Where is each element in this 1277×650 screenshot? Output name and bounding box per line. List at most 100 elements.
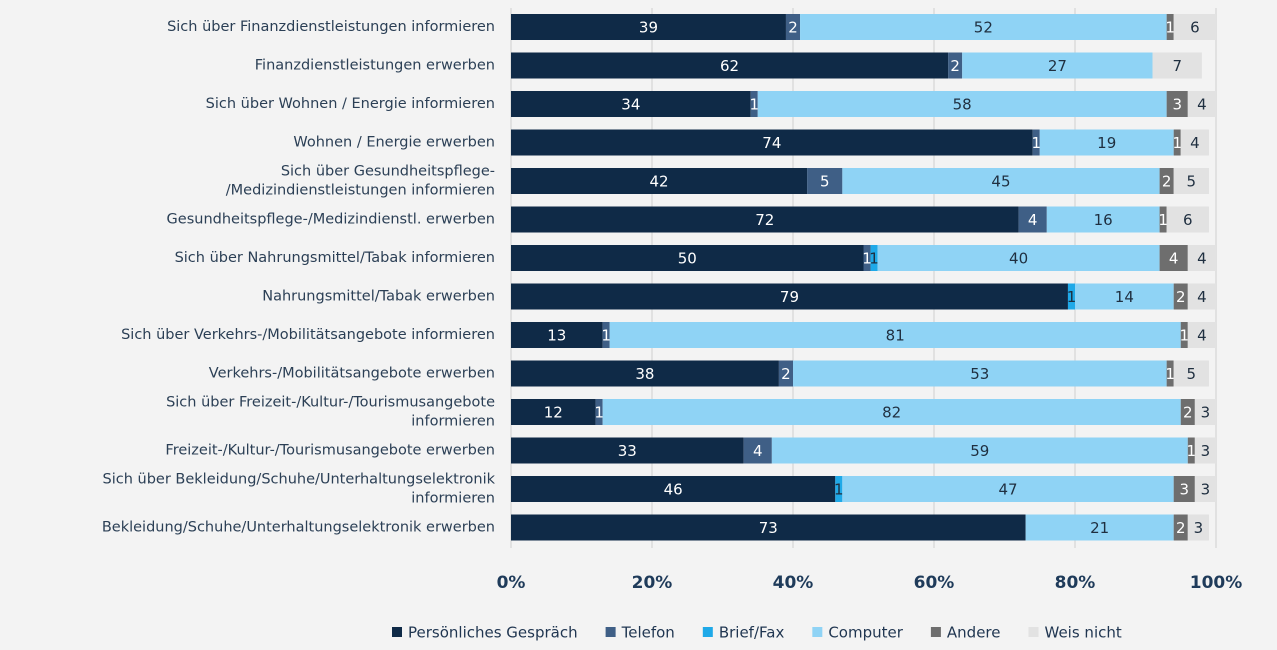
- legend-swatch: [392, 627, 402, 637]
- data-label: 33: [618, 442, 637, 460]
- bar-segment: [595, 399, 603, 425]
- data-label: 21: [1090, 519, 1109, 537]
- bar-segment: [807, 168, 843, 194]
- bar-segment: [757, 91, 1167, 117]
- bar-segment: [511, 52, 949, 79]
- data-label: 42: [650, 173, 669, 191]
- data-label: 62: [720, 57, 739, 75]
- data-label: 52: [974, 19, 993, 37]
- data-label: 14: [1115, 288, 1134, 306]
- bar-segment: [511, 476, 836, 502]
- data-label: 40: [1009, 250, 1028, 268]
- data-label: 2: [788, 19, 798, 37]
- bar-segment: [1025, 514, 1174, 541]
- data-label: 1: [1031, 134, 1041, 152]
- data-label: 53: [970, 365, 989, 383]
- data-label: 4: [1197, 327, 1207, 345]
- data-label: 12: [544, 404, 563, 422]
- legend-label: Persönliches Gespräch: [408, 624, 578, 642]
- data-label: 1: [1180, 327, 1190, 345]
- data-label: 2: [1162, 173, 1172, 191]
- x-tick-label: 80%: [1055, 573, 1096, 593]
- bar-segment: [1032, 129, 1040, 156]
- bar-segment: [511, 245, 864, 271]
- data-label: 7: [1172, 57, 1182, 75]
- data-label: 4: [1169, 250, 1179, 268]
- bar-segment: [511, 206, 1019, 233]
- data-label: 4: [1028, 211, 1038, 229]
- bar-segment: [1187, 283, 1216, 310]
- x-tick-label: 60%: [914, 573, 955, 593]
- x-tick-label: 40%: [773, 573, 814, 593]
- bar-segment: [962, 52, 1153, 79]
- bar-segment: [1166, 14, 1174, 40]
- category-label: informieren: [411, 414, 495, 430]
- bar-segment: [863, 245, 871, 271]
- bar-segment: [1075, 283, 1174, 310]
- data-label: 3: [1180, 481, 1190, 499]
- data-label: 1: [594, 404, 604, 422]
- legend-swatch: [702, 627, 713, 637]
- bar-segment: [1159, 245, 1188, 271]
- bar-segment: [511, 514, 1026, 541]
- data-label: 2: [1176, 288, 1186, 306]
- bar-segment: [877, 245, 1160, 271]
- data-label: 81: [886, 327, 905, 345]
- category-label: Bekleidung/Schuhe/Unterhaltungselektroni…: [102, 520, 495, 536]
- bar-segment: [835, 476, 843, 502]
- legend-swatch: [812, 627, 823, 637]
- bar-segment: [511, 14, 786, 40]
- bar-segment: [511, 322, 603, 348]
- bar-segment: [511, 437, 744, 464]
- x-tick-label: 100%: [1190, 573, 1243, 593]
- bar-segment: [1194, 476, 1216, 502]
- data-label: 50: [678, 250, 697, 268]
- bar-segment: [609, 322, 1181, 348]
- category-label: Sich über Freizeit-/Kultur-/Tourismusang…: [166, 395, 495, 411]
- data-label: 39: [639, 19, 658, 37]
- legend-swatch: [605, 627, 616, 637]
- data-label: 13: [547, 327, 566, 345]
- bar-segment: [1173, 168, 1209, 194]
- legend-label: Andere: [947, 624, 1001, 642]
- bar-segment: [1039, 129, 1174, 156]
- bar-segment: [1187, 245, 1216, 271]
- bar-segment: [1173, 360, 1209, 387]
- bar-segment: [870, 245, 878, 271]
- bar-segment: [1194, 399, 1216, 425]
- data-label: 1: [869, 250, 879, 268]
- data-label: 2: [781, 365, 791, 383]
- bar-segment: [1187, 322, 1216, 348]
- bar-segment: [785, 14, 801, 40]
- bar-segment: [842, 476, 1174, 502]
- bar-segment: [1173, 14, 1216, 40]
- data-label: 1: [1187, 442, 1197, 460]
- category-label: Nahrungsmittel/Tabak erwerben: [262, 289, 495, 305]
- legend-label: Brief/Fax: [719, 624, 785, 642]
- data-label: 6: [1183, 211, 1193, 229]
- bar-segment: [743, 437, 772, 464]
- category-label: /Medizindienstleistungen informieren: [226, 183, 495, 199]
- data-label: 46: [664, 481, 683, 499]
- data-label: 74: [762, 134, 781, 152]
- bar-segment: [793, 360, 1167, 387]
- legend-swatch: [1028, 627, 1039, 637]
- bar-segment: [1173, 514, 1188, 541]
- bar-segment: [1187, 91, 1216, 117]
- data-label: 73: [759, 519, 778, 537]
- data-label: 6: [1190, 19, 1200, 37]
- data-label: 38: [635, 365, 654, 383]
- bar-segment: [1187, 437, 1195, 464]
- bar-segment: [1187, 514, 1209, 541]
- category-label: Verkehrs-/Mobilitätsangebote erwerben: [209, 366, 495, 382]
- data-label: 4: [1190, 134, 1200, 152]
- data-label: 58: [953, 96, 972, 114]
- bar-segment: [511, 129, 1033, 156]
- bar-segment: [1180, 129, 1209, 156]
- category-label: Finanzdienstleistungen erwerben: [255, 58, 495, 74]
- category-label: Sich über Bekleidung/Schuhe/Unterhaltung…: [103, 472, 496, 488]
- data-label: 72: [755, 211, 774, 229]
- data-label: 27: [1048, 57, 1067, 75]
- bar-segment: [1194, 437, 1216, 464]
